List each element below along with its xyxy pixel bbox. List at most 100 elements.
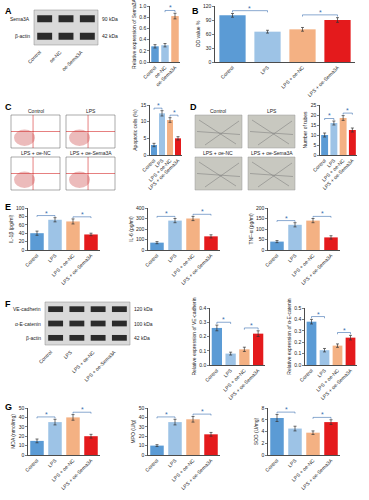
svg-text:0: 0 bbox=[209, 59, 212, 65]
svg-text:*: * bbox=[248, 5, 251, 12]
svg-text:LPS + oe-Sema3A: LPS + oe-Sema3A bbox=[251, 150, 293, 156]
svg-text:0: 0 bbox=[262, 452, 265, 458]
svg-text:LPS + oe-Sema3A: LPS + oe-Sema3A bbox=[60, 252, 94, 286]
svg-text:*: * bbox=[250, 322, 253, 329]
svg-text:*: * bbox=[169, 4, 172, 11]
svg-text:Control: Control bbox=[27, 49, 43, 65]
svg-text:15: 15 bbox=[141, 102, 147, 108]
svg-text:LPS: LPS bbox=[167, 252, 178, 263]
svg-text:2: 2 bbox=[262, 440, 265, 446]
svg-text:40: 40 bbox=[19, 414, 25, 420]
svg-text:0.2: 0.2 bbox=[294, 339, 301, 345]
svg-text:30: 30 bbox=[139, 424, 145, 430]
svg-text:LPS: LPS bbox=[325, 157, 336, 168]
svg-text:4: 4 bbox=[262, 428, 265, 434]
svg-text:6: 6 bbox=[262, 417, 265, 423]
svg-text:LPS + oe-NC: LPS + oe-NC bbox=[320, 157, 345, 182]
svg-text:oe-Sema3A: oe-Sema3A bbox=[61, 49, 84, 72]
svg-text:*: * bbox=[45, 411, 48, 418]
svg-text:LPS: LPS bbox=[47, 457, 58, 468]
svg-text:200: 200 bbox=[136, 226, 145, 232]
svg-text:Number of tubes: Number of tubes bbox=[302, 111, 308, 148]
svg-text:*: * bbox=[321, 411, 324, 418]
svg-text:90: 90 bbox=[206, 17, 212, 23]
svg-text:β-actin: β-actin bbox=[15, 33, 30, 39]
svg-text:LPS + oe-Sema3A: LPS + oe-Sema3A bbox=[60, 457, 94, 491]
svg-text:0.2: 0.2 bbox=[199, 333, 206, 339]
svg-text:10: 10 bbox=[19, 442, 25, 448]
svg-text:Control: Control bbox=[28, 108, 44, 114]
svg-text:α-E-catenin: α-E-catenin bbox=[15, 321, 41, 327]
svg-text:400: 400 bbox=[136, 205, 145, 211]
svg-text:120: 120 bbox=[203, 3, 212, 9]
svg-text:40: 40 bbox=[139, 414, 145, 420]
svg-text:20: 20 bbox=[19, 238, 25, 244]
svg-text:Control: Control bbox=[264, 457, 280, 473]
svg-text:Control: Control bbox=[142, 64, 158, 80]
svg-text:LPS + oe-Sema3A: LPS + oe-Sema3A bbox=[300, 252, 334, 286]
svg-text:90 kDa: 90 kDa bbox=[102, 16, 118, 22]
svg-text:LPS + oe-Sema3A: LPS + oe-Sema3A bbox=[306, 64, 340, 98]
svg-text:*: * bbox=[343, 327, 346, 334]
svg-text:*: * bbox=[317, 311, 320, 318]
svg-text:D: D bbox=[190, 102, 197, 112]
svg-text:A: A bbox=[5, 6, 12, 16]
svg-text:5: 5 bbox=[144, 135, 147, 141]
svg-text:SOD (U/mg): SOD (U/mg) bbox=[253, 417, 259, 445]
svg-text:0: 0 bbox=[142, 247, 145, 253]
svg-text:VE-cadherin: VE-cadherin bbox=[13, 306, 41, 312]
svg-text:LPS + oe-Sema3A: LPS + oe-Sema3A bbox=[70, 150, 112, 156]
svg-text:0: 0 bbox=[314, 152, 317, 158]
svg-text:5: 5 bbox=[314, 142, 317, 148]
svg-text:200: 200 bbox=[256, 205, 265, 211]
svg-text:*: * bbox=[346, 107, 349, 114]
svg-text:LPS: LPS bbox=[287, 252, 298, 263]
svg-text:Control: Control bbox=[24, 457, 40, 473]
svg-text:300: 300 bbox=[136, 215, 145, 221]
svg-text:15: 15 bbox=[311, 122, 317, 128]
svg-text:LPS + oe-Sema3A: LPS + oe-Sema3A bbox=[180, 252, 214, 286]
svg-text:C: C bbox=[5, 102, 12, 112]
svg-text:0.1: 0.1 bbox=[294, 350, 301, 356]
svg-text:oe-NC: oe-NC bbox=[48, 49, 63, 64]
svg-text:TNF-α (pg/ml): TNF-α (pg/ml) bbox=[248, 213, 254, 245]
svg-text:LPS + oe-Sema3A: LPS + oe-Sema3A bbox=[300, 457, 334, 491]
svg-text:10: 10 bbox=[311, 132, 317, 138]
svg-text:LPS + oe-NC: LPS + oe-NC bbox=[280, 64, 305, 89]
svg-text:LPS + oe-NC: LPS + oe-NC bbox=[170, 457, 195, 482]
svg-text:Control: Control bbox=[141, 157, 157, 173]
svg-text:*: * bbox=[222, 316, 225, 323]
svg-text:*: * bbox=[328, 112, 331, 119]
svg-text:LPS: LPS bbox=[86, 108, 96, 114]
svg-text:0.4: 0.4 bbox=[294, 316, 301, 322]
svg-text:0.2: 0.2 bbox=[139, 48, 146, 54]
svg-text:Control: Control bbox=[204, 367, 220, 383]
svg-text:0: 0 bbox=[142, 452, 145, 458]
svg-text:*: * bbox=[45, 210, 48, 217]
svg-text:Control: Control bbox=[219, 64, 235, 80]
svg-text:LPS + oe-Sema3A: LPS + oe-Sema3A bbox=[180, 457, 214, 491]
svg-text:*: * bbox=[321, 210, 324, 217]
svg-text:Relative expression of Sema3A: Relative expression of Sema3A bbox=[131, 0, 137, 69]
svg-text:*: * bbox=[157, 102, 160, 109]
svg-text:20: 20 bbox=[19, 433, 25, 439]
svg-text:IL-1β (pg/ml): IL-1β (pg/ml) bbox=[8, 214, 14, 243]
svg-text:0.4: 0.4 bbox=[199, 305, 206, 311]
svg-text:LPS: LPS bbox=[62, 349, 73, 360]
svg-text:Control: Control bbox=[298, 367, 314, 383]
svg-text:50: 50 bbox=[139, 405, 145, 411]
svg-text:*: * bbox=[81, 211, 84, 218]
svg-text:Apoptotic cells (%): Apoptotic cells (%) bbox=[132, 109, 138, 151]
svg-text:LPS + oe-NC: LPS + oe-NC bbox=[50, 252, 75, 277]
svg-text:oe-NC: oe-NC bbox=[153, 64, 168, 79]
svg-text:10: 10 bbox=[141, 118, 147, 124]
svg-text:20: 20 bbox=[139, 433, 145, 439]
svg-text:120 kDa: 120 kDa bbox=[134, 306, 153, 312]
svg-text:*: * bbox=[285, 406, 288, 413]
svg-text:LPS: LPS bbox=[259, 64, 270, 75]
svg-text:0: 0 bbox=[22, 452, 25, 458]
svg-text:8: 8 bbox=[262, 405, 265, 411]
svg-text:0.8: 0.8 bbox=[139, 14, 146, 20]
svg-text:0.3: 0.3 bbox=[199, 319, 206, 325]
svg-text:60: 60 bbox=[19, 222, 25, 228]
